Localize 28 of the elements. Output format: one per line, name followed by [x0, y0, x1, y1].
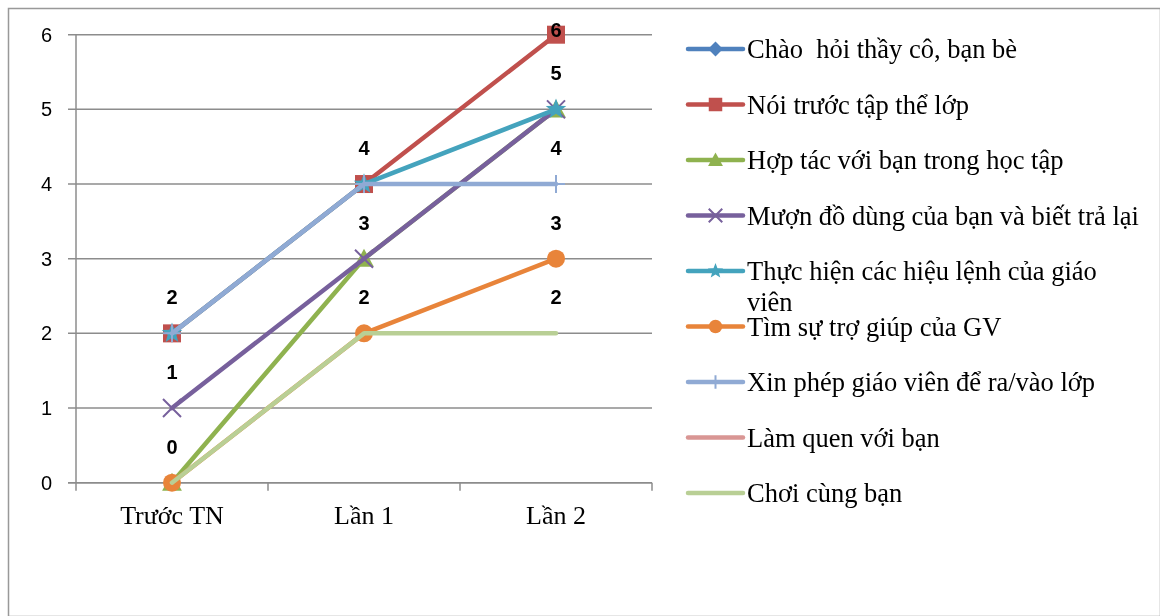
- y-tick-label: 3: [40, 247, 52, 270]
- legend-label: Làm quen với bạn: [747, 422, 940, 453]
- y-tick-label: 5: [40, 98, 52, 121]
- legend-label: Chào hỏi thầy cô, bạn bè: [747, 34, 1018, 64]
- data-label: 0: [166, 435, 178, 458]
- data-label: 3: [550, 211, 562, 234]
- y-tick-label: 2: [40, 322, 52, 345]
- legend-label: Xin phép giáo viên để ra/vào lớp: [747, 367, 1096, 397]
- data-label: 2: [358, 286, 370, 309]
- data-label: 5: [550, 62, 562, 85]
- data-label: 6: [550, 19, 562, 41]
- x-tick-label: Lần 2: [526, 500, 586, 530]
- x-tick-label: Trước TN: [120, 500, 225, 530]
- x-tick-label: Lần 1: [334, 500, 394, 530]
- data-label: 2: [166, 286, 178, 309]
- legend-label: Nói trước tập thể lớp: [747, 89, 969, 120]
- data-label: 4: [358, 137, 371, 160]
- y-tick-label: 6: [40, 23, 52, 46]
- y-tick-label: 1: [40, 397, 52, 420]
- data-label: 3: [358, 211, 370, 234]
- y-tick-label: 0: [40, 471, 52, 494]
- data-label: 2: [550, 286, 562, 309]
- legend-label: Mượn đồ dùng của bạn và biết trả lại: [747, 200, 1139, 231]
- data-label: 1: [166, 361, 178, 384]
- legend-label: Hợp tác với bạn trong học tập: [747, 145, 1064, 175]
- data-label: 4: [550, 137, 563, 160]
- legend-label: Chơi cùng bạn: [747, 478, 903, 508]
- y-tick-label: 4: [40, 173, 52, 196]
